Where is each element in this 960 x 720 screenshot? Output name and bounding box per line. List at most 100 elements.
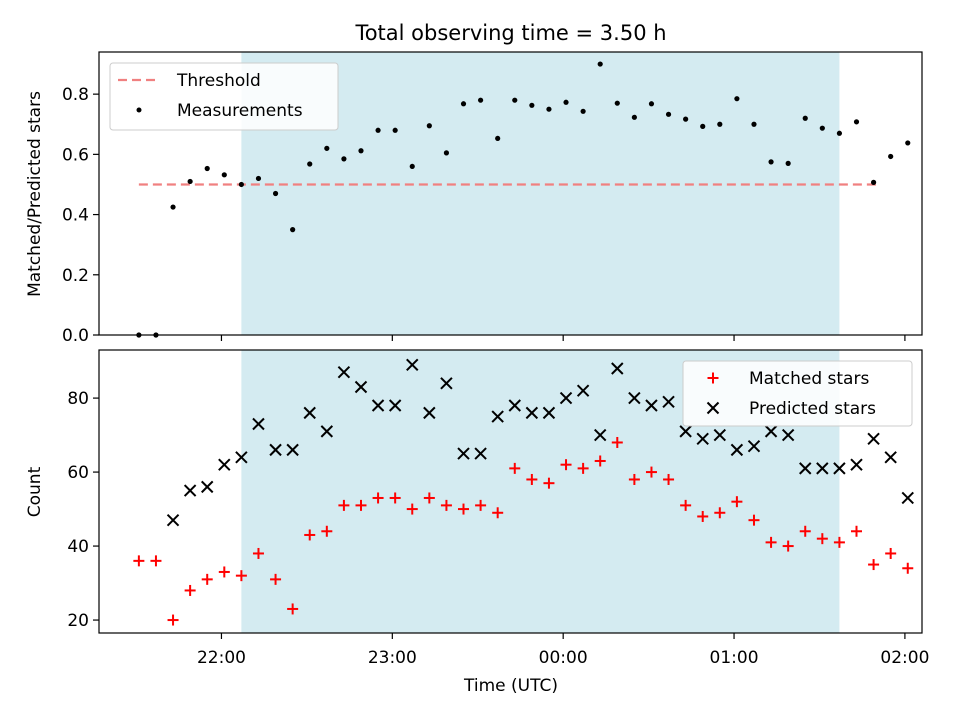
measurement-point <box>426 123 432 129</box>
measurement-point <box>853 119 860 125</box>
measurement-point <box>888 153 894 160</box>
measurement-point <box>358 148 364 154</box>
top-panel: Total observing time = 3.50 h 0.0 0.2 0.4 0… <box>25 21 923 346</box>
predicted-star-point <box>235 451 248 464</box>
legend-measurements-label: Measurements <box>177 101 303 121</box>
measurement-point <box>238 181 244 188</box>
measurement-point <box>460 101 467 107</box>
measurement-point <box>870 179 877 185</box>
measurement-point <box>255 175 262 182</box>
measurement-point <box>785 160 791 166</box>
predicted-star-point <box>440 377 453 390</box>
measurement-point <box>495 135 501 142</box>
measurement-point <box>529 102 535 108</box>
top-observing-window <box>241 52 840 335</box>
matched-star-point <box>663 473 675 485</box>
predicted-star-point <box>901 491 914 505</box>
matched-star-point <box>543 477 555 489</box>
predicted-star-point <box>286 443 299 457</box>
measurement-point <box>700 123 706 129</box>
matched-star-point <box>440 499 452 511</box>
measurement-point <box>665 111 672 117</box>
bottom-ytick-label: 80 <box>67 389 89 409</box>
predicted-star-point <box>713 428 727 442</box>
matched-star-point <box>697 510 709 522</box>
bottom-panel: 20 40 60 80 22:00 23:00 00:00 01:00 02:00 Count… <box>25 349 929 696</box>
legend-threshold-label: Threshold <box>176 71 261 91</box>
bottom-legend-box <box>682 360 913 427</box>
matched-star-point <box>492 507 504 519</box>
bottom-ytick-label: 40 <box>67 537 89 557</box>
predicted-star-point <box>799 462 812 475</box>
matched-star-point <box>680 499 692 511</box>
predicted-star-point <box>457 447 470 460</box>
matched-star-point <box>321 525 333 537</box>
predicted-star-point <box>269 443 282 457</box>
predicted-star-point <box>491 410 504 423</box>
predicted-star-point <box>645 399 658 412</box>
chart-title: Total observing time = 3.50 h <box>354 21 666 45</box>
predicted-star-point <box>525 406 539 420</box>
measurement-point <box>409 163 415 170</box>
measurement-point <box>272 190 279 197</box>
matched-star-point <box>714 507 726 519</box>
matched-star-point <box>851 525 863 537</box>
legend-x-icon <box>706 401 720 415</box>
top-legend-box <box>109 62 339 131</box>
measurement-point <box>443 150 450 156</box>
predicted-star-point <box>884 451 897 464</box>
measurement-point <box>631 114 637 120</box>
matched-star-point <box>304 529 316 541</box>
predicted-star-point <box>816 462 829 475</box>
matched-star-point <box>526 473 538 485</box>
matched-star-point <box>252 547 264 559</box>
x-axis-label: Time (UTC) <box>463 676 558 696</box>
measurement-point <box>836 130 843 136</box>
measurement-point <box>734 96 740 102</box>
matched-star-point <box>338 499 350 511</box>
matched-star-point <box>594 455 606 467</box>
top-ytick-label: 0.0 <box>62 326 89 346</box>
predicted-star-point <box>781 428 795 442</box>
predicted-star-point <box>747 439 761 453</box>
predicted-star-point <box>406 358 419 372</box>
measurement-point <box>580 108 586 114</box>
predicted-star-point <box>730 443 744 457</box>
predicted-star-point <box>388 399 402 412</box>
matched-star-point <box>833 536 845 548</box>
predicted-star-point <box>183 484 197 497</box>
legend-matched-marker <box>707 372 719 384</box>
measurement-point <box>324 145 330 151</box>
predicted-star-point <box>218 458 231 471</box>
xtick-label: 00:00 <box>539 648 588 668</box>
predicted-star-point <box>423 406 436 420</box>
measurement-point <box>768 159 774 165</box>
predicted-star-point <box>559 391 573 405</box>
measurement-point <box>477 97 484 103</box>
xtick-label: 23:00 <box>368 648 417 668</box>
matched-star-point <box>902 562 914 574</box>
matched-star-point <box>287 603 299 615</box>
legend-measurements-marker <box>136 107 142 113</box>
matched-star-point <box>423 492 435 504</box>
matched-star-point <box>731 496 743 508</box>
predicted-star-point <box>354 380 368 394</box>
predicted-star-point <box>679 425 692 438</box>
predicted-star-point <box>320 425 334 438</box>
predicted-star-point <box>201 480 214 494</box>
matched-star-point <box>577 462 589 474</box>
measurement-point <box>802 115 808 121</box>
matched-star-point <box>816 533 828 545</box>
predicted-star-point <box>593 428 607 442</box>
matched-star-point <box>748 514 760 526</box>
legend-predicted-label: Predicted stars <box>749 399 876 419</box>
top-ytick-label: 0.8 <box>62 85 89 105</box>
matched-star-point <box>389 492 401 504</box>
measurement-point <box>597 61 603 67</box>
measurement-point <box>392 127 398 133</box>
matched-star-point <box>885 547 897 559</box>
matched-star-point <box>235 570 247 582</box>
measurement-point <box>187 178 193 185</box>
xtick-label: 22:00 <box>197 648 246 668</box>
matched-star-point <box>167 614 179 626</box>
